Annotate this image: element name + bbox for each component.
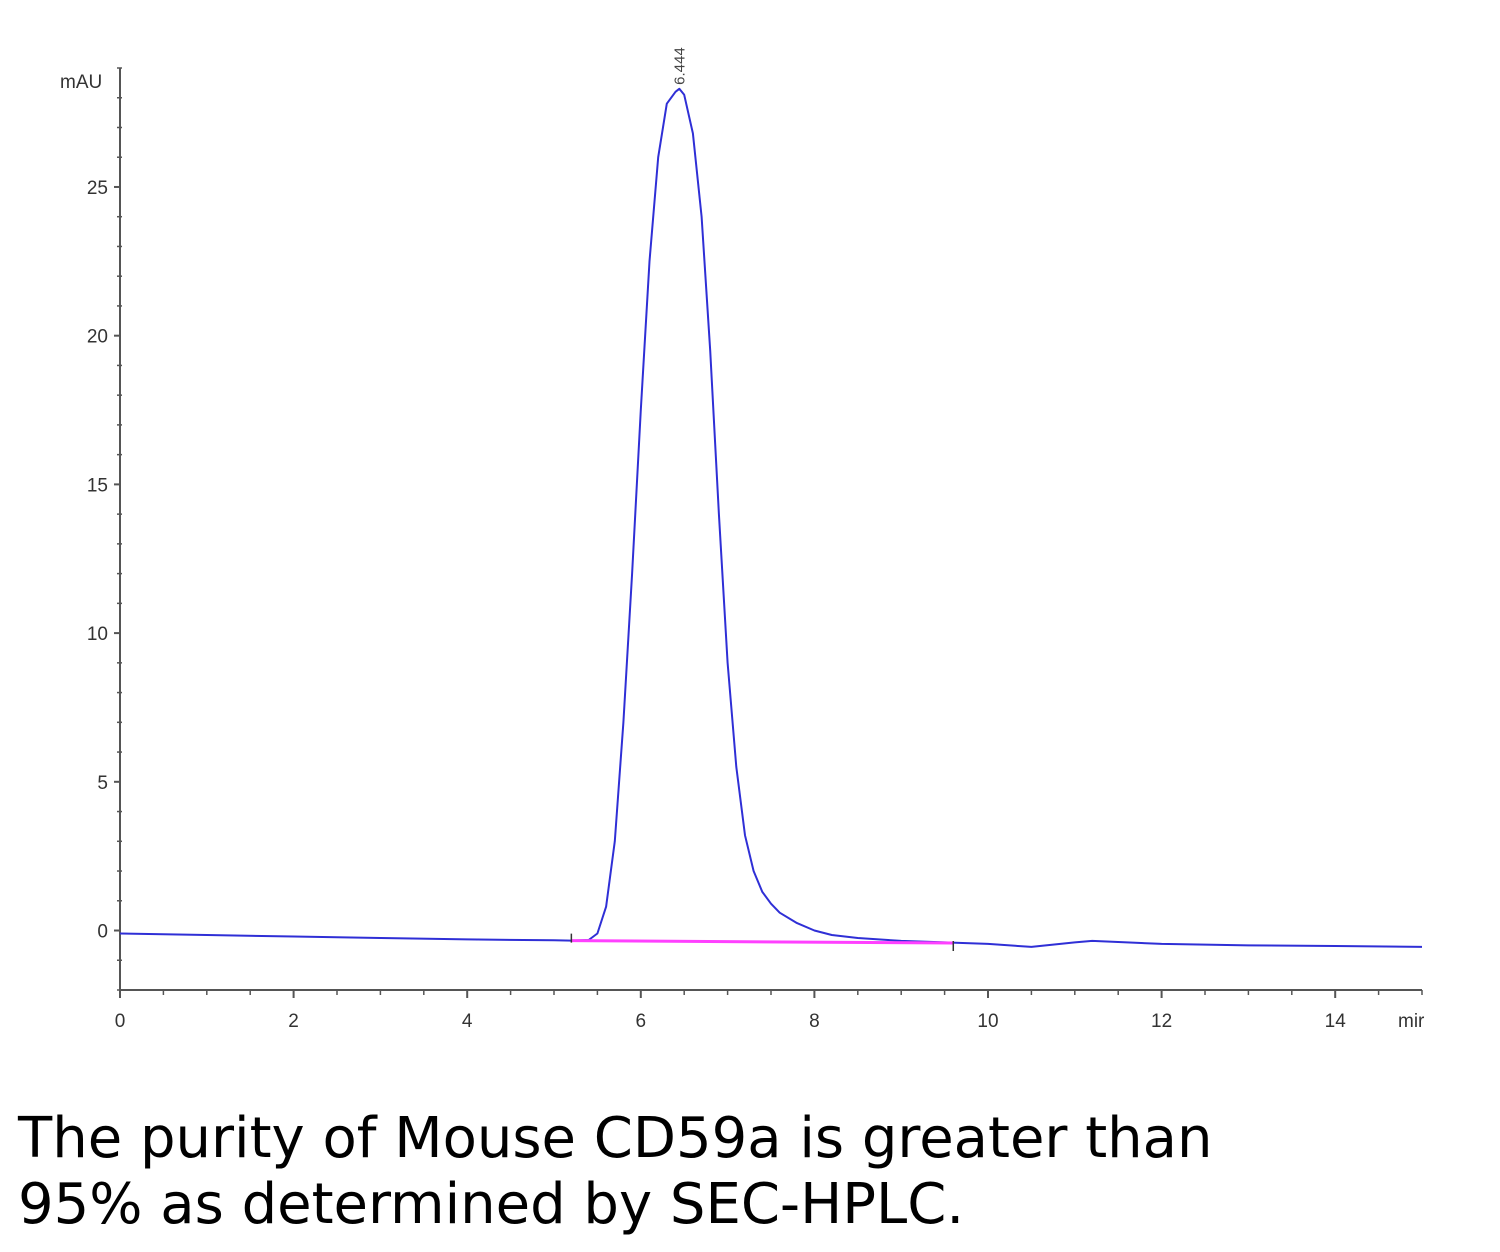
y-tick-label: 15 bbox=[87, 475, 108, 496]
caption-line-2: 95% as determined by SEC-HPLC. bbox=[18, 1172, 965, 1237]
chromatogram-svg: 0 2 4 6 8 10 12 14 0 5 10 15 20 25 mAU mir 6.444 bbox=[60, 47, 1425, 1032]
x-tick-label: 0 bbox=[115, 1011, 126, 1032]
x-tick-label: 10 bbox=[977, 1011, 998, 1032]
y-tick-label: 20 bbox=[87, 327, 108, 348]
chromatogram-chart: 0 2 4 6 8 10 12 14 0 5 10 15 20 25 mAU mir 6.444 bbox=[60, 47, 1425, 1032]
y-tick-label: 0 bbox=[97, 922, 108, 943]
y-tick-label: 10 bbox=[87, 624, 108, 645]
caption-line-1: The purity of Mouse CD59a is greater tha… bbox=[18, 1106, 1213, 1171]
x-tick-label: 6 bbox=[636, 1011, 647, 1032]
peak-retention-label: 6.444 bbox=[671, 47, 688, 85]
x-tick-label: 14 bbox=[1325, 1011, 1347, 1032]
x-tick-label: 12 bbox=[1151, 1011, 1172, 1032]
y-tick-label: 5 bbox=[97, 773, 108, 794]
series-layer bbox=[119, 87, 1423, 952]
figure-caption: The purity of Mouse CD59a is greater tha… bbox=[18, 1106, 1478, 1238]
axes-group bbox=[119, 68, 1422, 991]
y-tick-label: 25 bbox=[87, 178, 108, 199]
x-ticks-group: 0 2 4 6 8 10 12 14 bbox=[115, 990, 1423, 1032]
x-axis-unit-label: mir bbox=[1398, 1011, 1425, 1032]
chromatogram-trace bbox=[119, 87, 1423, 948]
x-tick-label: 2 bbox=[288, 1011, 299, 1032]
integration-baseline bbox=[571, 939, 954, 945]
x-tick-label: 4 bbox=[462, 1011, 473, 1032]
y-ticks-group: 0 5 10 15 20 25 bbox=[87, 67, 122, 991]
x-tick-label: 8 bbox=[809, 1011, 820, 1032]
y-axis-unit-label: mAU bbox=[60, 72, 102, 93]
